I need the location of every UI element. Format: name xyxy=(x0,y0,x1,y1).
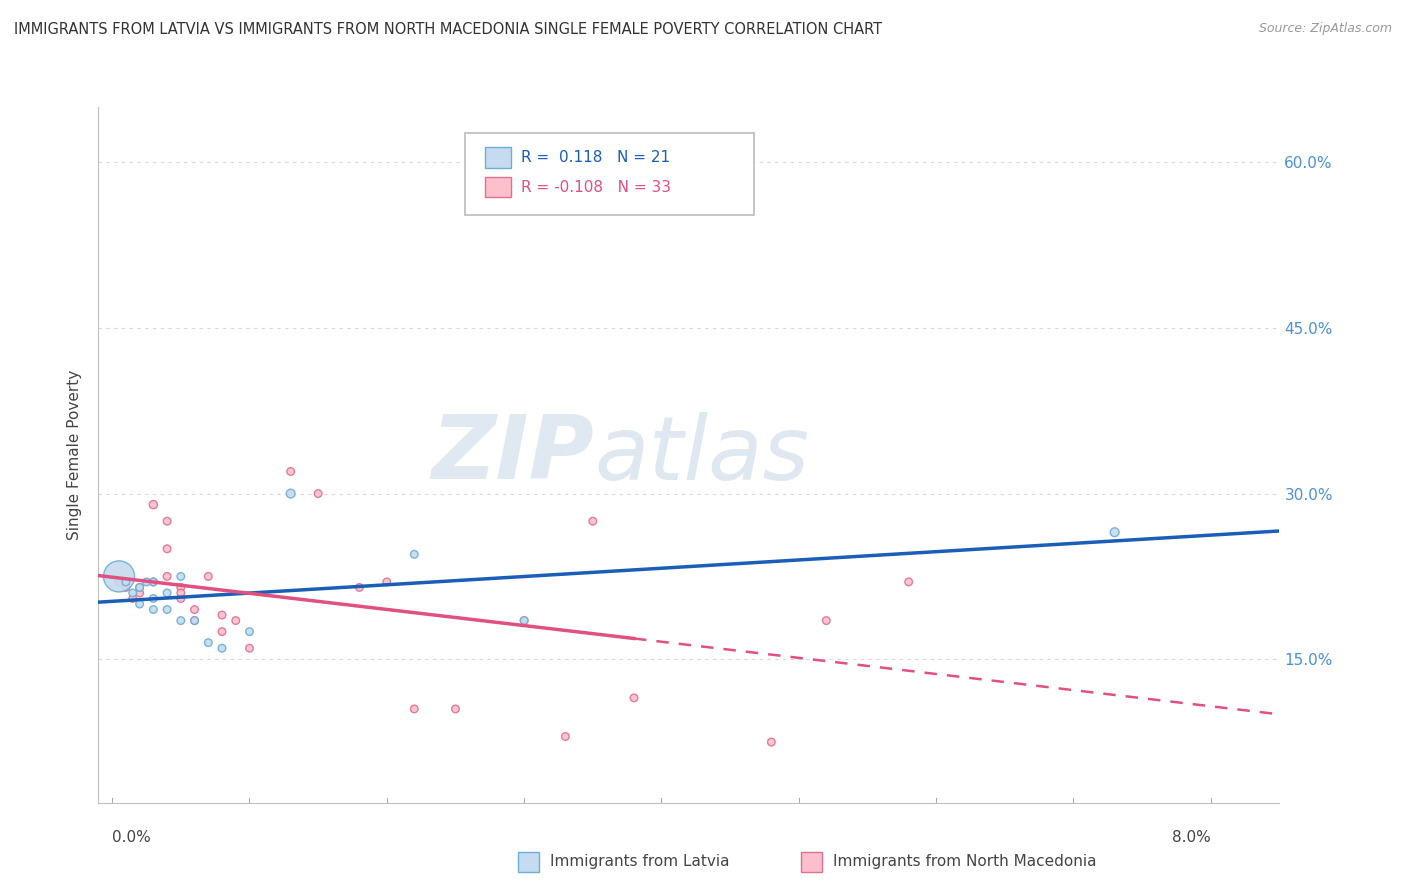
Point xyxy=(115,574,138,589)
Point xyxy=(128,581,150,595)
Point xyxy=(142,602,165,616)
Point xyxy=(280,465,302,479)
Bar xyxy=(485,146,510,168)
Point xyxy=(1104,525,1126,540)
Point xyxy=(170,614,193,628)
Point xyxy=(554,730,576,744)
Point xyxy=(128,597,150,611)
Point xyxy=(121,586,143,600)
Point xyxy=(444,702,467,716)
Point xyxy=(225,614,247,628)
Point xyxy=(142,591,165,606)
Text: Source: ZipAtlas.com: Source: ZipAtlas.com xyxy=(1258,22,1392,36)
Text: Immigrants from Latvia: Immigrants from Latvia xyxy=(550,855,730,870)
Point xyxy=(156,541,179,556)
Point xyxy=(128,581,150,595)
Point xyxy=(238,624,260,639)
Point xyxy=(142,574,165,589)
Text: 0.0%: 0.0% xyxy=(112,830,150,846)
Bar xyxy=(517,852,538,872)
Point xyxy=(142,498,165,512)
Point xyxy=(197,635,219,649)
Point xyxy=(211,608,233,623)
Point xyxy=(156,602,179,616)
Point xyxy=(142,574,165,589)
Text: R =  0.118   N = 21: R = 0.118 N = 21 xyxy=(522,150,671,165)
Point xyxy=(280,486,302,500)
Point xyxy=(108,569,131,583)
Text: 8.0%: 8.0% xyxy=(1173,830,1211,846)
Point xyxy=(135,574,157,589)
Point xyxy=(404,547,426,561)
Text: IMMIGRANTS FROM LATVIA VS IMMIGRANTS FROM NORTH MACEDONIA SINGLE FEMALE POVERTY : IMMIGRANTS FROM LATVIA VS IMMIGRANTS FRO… xyxy=(14,22,882,37)
Text: R = -0.108   N = 33: R = -0.108 N = 33 xyxy=(522,179,671,194)
Point xyxy=(404,702,426,716)
Point xyxy=(623,690,645,705)
Point xyxy=(375,574,398,589)
Point xyxy=(211,641,233,656)
Point xyxy=(349,581,371,595)
Point xyxy=(513,614,536,628)
Y-axis label: Single Female Poverty: Single Female Poverty xyxy=(67,370,83,540)
Point xyxy=(115,581,138,595)
Point xyxy=(170,581,193,595)
Point xyxy=(897,574,920,589)
Point xyxy=(156,569,179,583)
Point xyxy=(183,614,205,628)
FancyBboxPatch shape xyxy=(464,133,754,215)
Point xyxy=(156,514,179,528)
Point xyxy=(183,614,205,628)
Point xyxy=(197,569,219,583)
Point xyxy=(761,735,783,749)
Point xyxy=(108,574,131,589)
Text: ZIP: ZIP xyxy=(432,411,595,499)
Point xyxy=(238,641,260,656)
Text: Immigrants from North Macedonia: Immigrants from North Macedonia xyxy=(832,855,1097,870)
Bar xyxy=(801,852,823,872)
Point xyxy=(170,569,193,583)
Point xyxy=(121,591,143,606)
Point xyxy=(815,614,838,628)
Point xyxy=(211,624,233,639)
Text: atlas: atlas xyxy=(595,412,810,498)
Point xyxy=(170,591,193,606)
Point xyxy=(156,586,179,600)
Point xyxy=(183,602,205,616)
Bar xyxy=(485,177,510,197)
Point xyxy=(513,614,536,628)
Point xyxy=(128,586,150,600)
Point xyxy=(170,586,193,600)
Point xyxy=(582,514,605,528)
Point xyxy=(307,486,329,500)
